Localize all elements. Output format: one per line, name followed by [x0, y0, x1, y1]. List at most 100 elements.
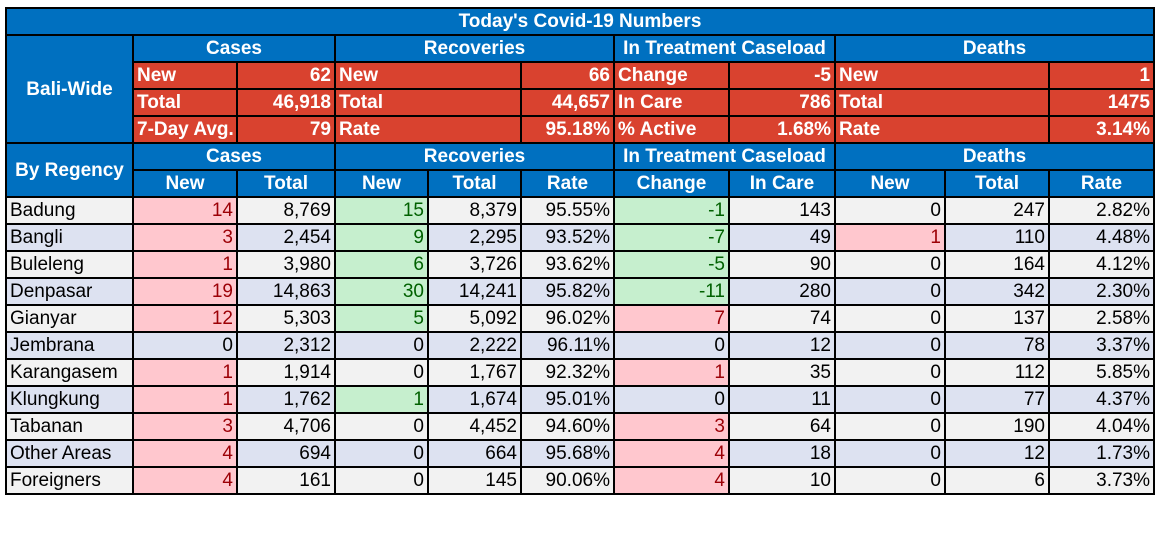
- cell-treatment-in-care: 90: [728, 250, 836, 279]
- cell-deaths-new: 0: [834, 250, 946, 279]
- regency-name: Badung: [5, 196, 134, 225]
- regency-treatment-header: In Treatment Caseload: [613, 142, 836, 171]
- bali-recoveries-label: New: [334, 61, 522, 90]
- cell-cases-new: 1: [132, 358, 238, 387]
- bali-treatment-label: % Active: [613, 115, 730, 144]
- cell-recoveries-total: 3,726: [427, 250, 522, 279]
- bali-cases-label: New: [132, 61, 238, 90]
- cell-recoveries-rate: 96.11%: [520, 331, 615, 360]
- cell-cases-new: 1: [132, 250, 238, 279]
- cell-cases-new: 4: [132, 439, 238, 468]
- table-row: Buleleng 1 3,980 6 3,726 93.62% -5 90 0 164 4.12%: [5, 250, 1156, 279]
- cell-deaths-rate: 4.04%: [1047, 412, 1156, 441]
- cell-cases-new: 3: [132, 223, 238, 252]
- cell-recoveries-rate: 93.62%: [520, 250, 615, 279]
- table-row: Tabanan 3 4,706 0 4,452 94.60% 3 64 0 190 4.04%: [5, 412, 1156, 441]
- cell-treatment-change: -1: [613, 196, 730, 225]
- bali-deaths-value: 1: [1047, 61, 1156, 90]
- cell-recoveries-rate: 90.06%: [520, 466, 615, 495]
- cell-cases-new: 12: [132, 304, 238, 333]
- cell-cases-total: 4,706: [236, 412, 336, 441]
- bali-deaths-header: Deaths: [833, 34, 1156, 63]
- bali-deaths-label: Rate: [834, 115, 1050, 144]
- bali-deaths-value: 1475: [1047, 88, 1156, 117]
- column-header-cases-total: Total: [236, 169, 336, 198]
- cell-cases-new: 4: [132, 466, 238, 495]
- cell-deaths-total: 110: [944, 223, 1050, 252]
- cell-treatment-in-care: 64: [728, 412, 836, 441]
- cell-recoveries-rate: 94.60%: [520, 412, 615, 441]
- cell-deaths-new: 0: [834, 412, 946, 441]
- cell-deaths-new: 0: [834, 439, 946, 468]
- regency-name: Buleleng: [5, 250, 134, 279]
- cell-cases-total: 5,303: [236, 304, 336, 333]
- cell-cases-total: 2,454: [236, 223, 336, 252]
- table-row: Klungkung 1 1,762 1 1,674 95.01% 0 11 0 77 4.37%: [5, 385, 1156, 414]
- cell-deaths-total: 137: [944, 304, 1050, 333]
- cell-recoveries-total: 1,674: [427, 385, 522, 414]
- cell-deaths-rate: 2.82%: [1047, 196, 1156, 225]
- regency-name: Bangli: [5, 223, 134, 252]
- bali-recoveries-value: 66: [520, 61, 615, 90]
- bali-summary-row: Total 46,918 Total 44,657 In Care 786 To…: [6, 88, 1156, 117]
- cell-treatment-in-care: 12: [728, 331, 836, 360]
- cell-recoveries-new: 6: [334, 250, 429, 279]
- bali-treatment-value: 786: [728, 88, 836, 117]
- cell-treatment-in-care: 143: [728, 196, 836, 225]
- cell-treatment-in-care: 49: [728, 223, 836, 252]
- covid-table-container: Today's Covid-19 Numbers Bali-Wide Cases…: [4, 7, 1156, 495]
- bali-deaths-label: Total: [834, 88, 1050, 117]
- cell-treatment-change: 0: [613, 385, 730, 414]
- bali-recoveries-label: Total: [334, 88, 522, 117]
- cell-treatment-change: -11: [613, 277, 730, 306]
- bali-cases-value: 62: [236, 61, 336, 90]
- cell-recoveries-total: 145: [427, 466, 522, 495]
- table-row: Gianyar 12 5,303 5 5,092 96.02% 7 74 0 137 2.58%: [5, 304, 1156, 333]
- column-header-cases-new: New: [132, 169, 238, 198]
- cell-recoveries-rate: 93.52%: [520, 223, 615, 252]
- bali-recoveries-header: Recoveries: [334, 34, 615, 63]
- cell-treatment-change: 0: [613, 331, 730, 360]
- table-row: Bangli 3 2,454 9 2,295 93.52% -7 49 1 110 4.48%: [5, 223, 1156, 252]
- cell-recoveries-total: 664: [427, 439, 522, 468]
- column-header-treatment-in-care: In Care: [728, 169, 836, 198]
- bali-recoveries-value: 44,657: [520, 88, 615, 117]
- regency-name: Denpasar: [5, 277, 134, 306]
- bali-treatment-label: Change: [613, 61, 730, 90]
- bali-recoveries-label: Rate: [334, 115, 522, 144]
- regency-name: Other Areas: [5, 439, 134, 468]
- column-header-deaths-new: New: [834, 169, 946, 198]
- cell-deaths-new: 0: [834, 358, 946, 387]
- table-row: Karangasem 1 1,914 0 1,767 92.32% 1 35 0 112 5.85%: [5, 358, 1156, 387]
- cell-deaths-new: 0: [834, 385, 946, 414]
- cell-deaths-new: 0: [834, 466, 946, 495]
- regency-cases-header: Cases: [132, 142, 336, 171]
- cell-cases-total: 694: [236, 439, 336, 468]
- cell-cases-total: 3,980: [236, 250, 336, 279]
- cell-deaths-rate: 4.37%: [1047, 385, 1156, 414]
- cell-deaths-total: 342: [944, 277, 1050, 306]
- cell-treatment-change: 4: [613, 439, 730, 468]
- table-row: Foreigners 4 161 0 145 90.06% 4 10 0 6 3.73%: [5, 466, 1156, 495]
- by-regency-label: By Regency: [5, 142, 134, 198]
- cell-recoveries-rate: 95.01%: [520, 385, 615, 414]
- cell-recoveries-rate: 96.02%: [520, 304, 615, 333]
- cell-deaths-rate: 2.58%: [1047, 304, 1156, 333]
- cell-treatment-in-care: 74: [728, 304, 836, 333]
- bali-cases-label: Total: [132, 88, 238, 117]
- cell-treatment-change: -7: [613, 223, 730, 252]
- regency-name: Foreigners: [5, 466, 134, 495]
- table-row: Other Areas 4 694 0 664 95.68% 4 18 0 12 1.73%: [5, 439, 1156, 468]
- cell-recoveries-new: 15: [334, 196, 429, 225]
- covid-numbers-table: Today's Covid-19 Numbers Bali-Wide Cases…: [4, 7, 1156, 495]
- cell-recoveries-new: 0: [334, 439, 429, 468]
- cell-deaths-rate: 3.73%: [1047, 466, 1156, 495]
- cell-deaths-total: 6: [944, 466, 1050, 495]
- cell-deaths-rate: 4.48%: [1047, 223, 1156, 252]
- table-title: Today's Covid-19 Numbers: [4, 7, 1156, 36]
- bali-cases-value: 46,918: [236, 88, 336, 117]
- regency-name: Gianyar: [5, 304, 134, 333]
- cell-deaths-total: 164: [944, 250, 1050, 279]
- cell-recoveries-total: 2,295: [427, 223, 522, 252]
- bali-cases-value: 79: [236, 115, 336, 144]
